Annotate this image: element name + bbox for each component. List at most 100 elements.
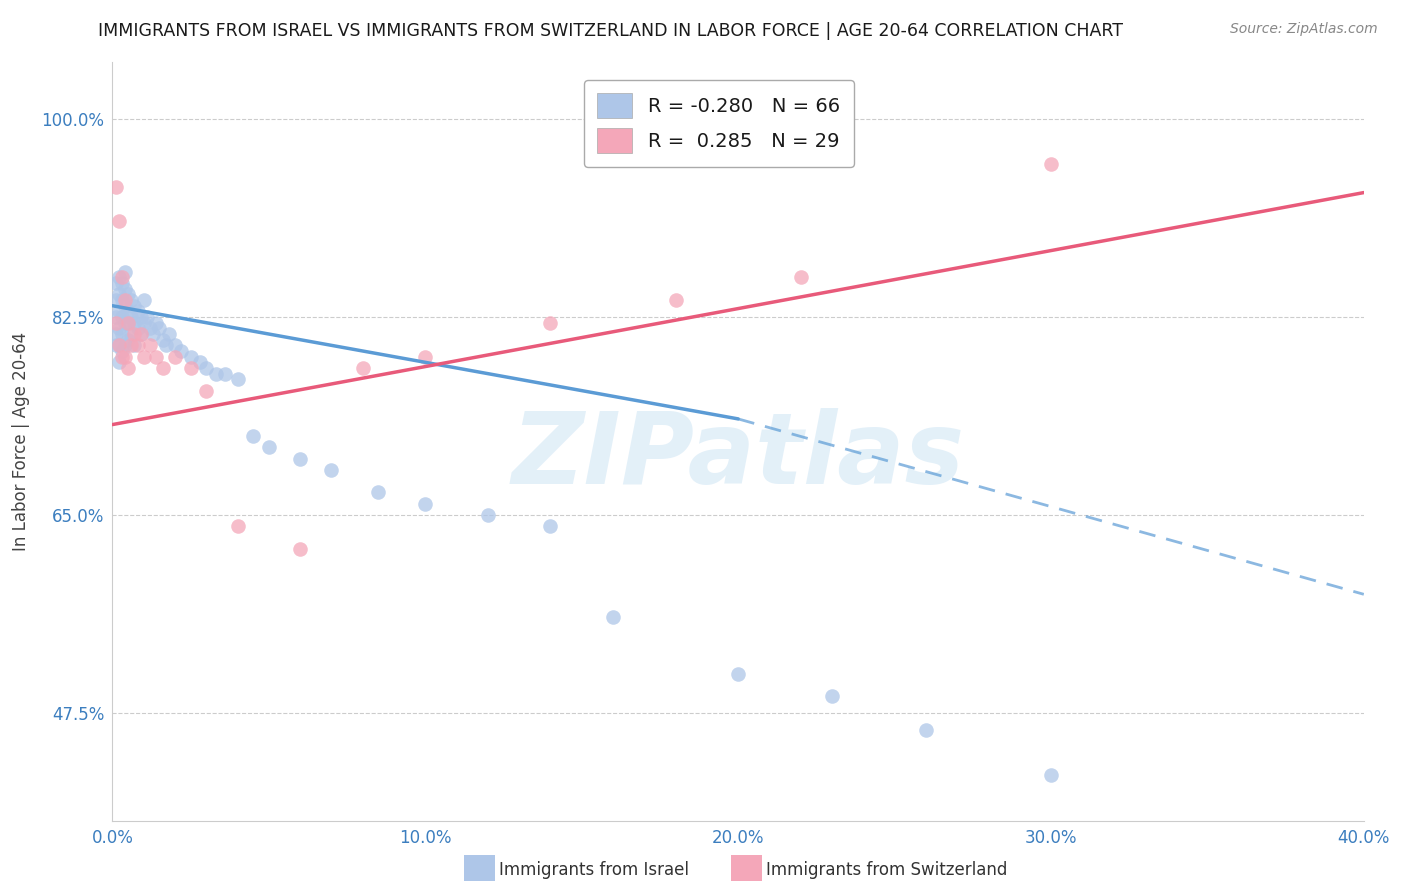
Point [120, 310, 142, 324]
Point [170, 344, 193, 359]
Point [145, 316, 167, 330]
Point [155, 338, 177, 352]
Text: IMMIGRANTS FROM ISRAEL VS IMMIGRANTS FROM SWITZERLAND IN LABOR FORCE | AGE 20-64: IMMIGRANTS FROM ISRAEL VS IMMIGRANTS FRO… [98, 22, 1123, 40]
Point [117, 316, 139, 330]
Point [226, 372, 249, 386]
Point [790, 270, 813, 285]
Point [602, 610, 624, 624]
Text: ZIPatlas: ZIPatlas [512, 409, 965, 505]
Point [290, 451, 312, 466]
Point [104, 338, 127, 352]
Point [367, 485, 389, 500]
Point [120, 326, 142, 341]
Point [1039, 157, 1063, 171]
Point [321, 463, 343, 477]
Point [124, 316, 146, 330]
Point [821, 689, 844, 703]
Point [107, 338, 129, 352]
Text: Immigrants from Switzerland: Immigrants from Switzerland [766, 861, 1008, 879]
Point [290, 542, 312, 557]
Point [195, 361, 218, 376]
Point [107, 304, 129, 318]
Point [114, 282, 136, 296]
Point [148, 321, 170, 335]
Point [114, 265, 136, 279]
Y-axis label: In Labor Force | Age 20-64: In Labor Force | Age 20-64 [13, 332, 30, 551]
Point [104, 180, 127, 194]
Point [195, 384, 218, 398]
Point [111, 310, 134, 324]
Point [132, 316, 155, 330]
Point [157, 326, 180, 341]
Point [104, 310, 127, 324]
Point [127, 304, 149, 318]
Point [664, 293, 686, 307]
Point [104, 326, 127, 341]
Point [257, 440, 280, 454]
Point [111, 276, 134, 290]
Point [120, 293, 142, 307]
Point [117, 287, 139, 301]
Point [111, 350, 134, 364]
Point [188, 355, 211, 369]
Point [145, 350, 167, 364]
Point [540, 316, 562, 330]
Point [226, 519, 249, 533]
Point [107, 270, 129, 285]
Point [242, 429, 264, 443]
Point [727, 666, 749, 681]
Point [114, 299, 136, 313]
Point [107, 355, 129, 369]
Point [152, 333, 174, 347]
Point [135, 310, 157, 324]
Point [180, 361, 202, 376]
Point [142, 326, 165, 341]
Point [124, 338, 146, 352]
Point [114, 293, 136, 307]
Point [127, 321, 149, 335]
Point [180, 350, 202, 364]
Point [214, 367, 236, 381]
Point [107, 214, 129, 228]
Point [139, 321, 162, 335]
Point [163, 350, 186, 364]
Point [915, 723, 938, 738]
Point [117, 361, 139, 376]
Text: Immigrants from Israel: Immigrants from Israel [499, 861, 689, 879]
Point [477, 508, 499, 522]
Point [163, 338, 186, 352]
Point [117, 316, 139, 330]
Point [132, 293, 155, 307]
Point [1039, 768, 1063, 782]
Point [107, 338, 129, 352]
Point [129, 326, 152, 341]
Point [117, 333, 139, 347]
Point [107, 321, 129, 335]
Point [111, 270, 134, 285]
Point [204, 367, 226, 381]
Point [129, 310, 152, 324]
Point [415, 497, 437, 511]
Point [352, 361, 374, 376]
Point [124, 326, 146, 341]
Point [152, 361, 174, 376]
Text: Source: ZipAtlas.com: Source: ZipAtlas.com [1230, 22, 1378, 37]
Point [132, 350, 155, 364]
Point [111, 344, 134, 359]
Point [120, 338, 142, 352]
Point [127, 338, 149, 352]
Point [540, 519, 562, 533]
Point [117, 304, 139, 318]
Legend: R = -0.280   N = 66, R =  0.285   N = 29: R = -0.280 N = 66, R = 0.285 N = 29 [583, 79, 853, 167]
Point [415, 350, 437, 364]
Point [104, 293, 127, 307]
Point [111, 293, 134, 307]
Point [114, 350, 136, 364]
Point [104, 276, 127, 290]
Point [129, 326, 152, 341]
Point [124, 299, 146, 313]
Point [114, 338, 136, 352]
Point [111, 326, 134, 341]
Point [114, 316, 136, 330]
Point [104, 316, 127, 330]
